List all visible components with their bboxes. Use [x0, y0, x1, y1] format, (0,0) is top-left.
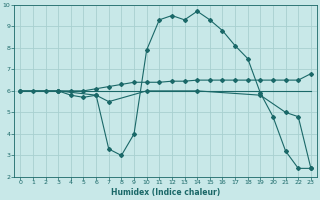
X-axis label: Humidex (Indice chaleur): Humidex (Indice chaleur)	[111, 188, 220, 197]
